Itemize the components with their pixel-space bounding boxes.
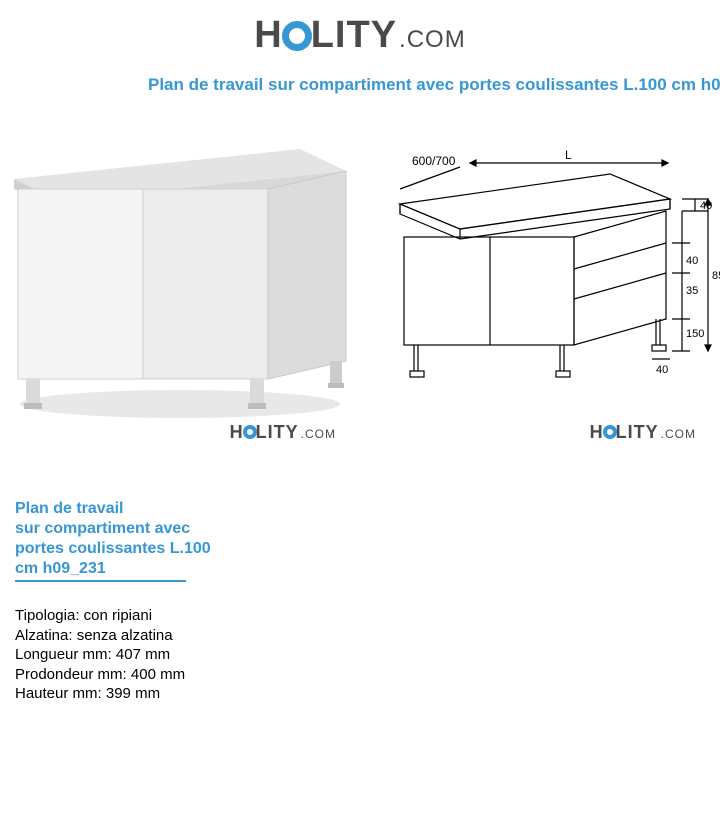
watermark-logo: H LITY .COM <box>230 422 336 443</box>
spec-profondeur: Prodondeur mm: 400 mm <box>15 665 230 685</box>
technical-drawing-svg: 600/700 L 40 850 <box>360 119 720 449</box>
watermark-logo-2: H LITY .COM <box>590 422 696 443</box>
product-title-line2: sur compartiment avec <box>15 519 230 539</box>
svg-text:600/700: 600/700 <box>412 154 456 168</box>
product-title: Plan de travail sur compartiment avec po… <box>15 499 230 582</box>
spec-tipologia: Tipologia: con ripiani <box>15 606 230 626</box>
logo-suffix: LITY <box>311 14 397 57</box>
logo-tld: .COM <box>399 26 466 54</box>
product-photo: H LITY .COM <box>0 119 360 449</box>
logo-tld-small: .COM <box>301 427 336 441</box>
product-photo-svg <box>0 119 360 449</box>
logo-ring-icon <box>282 21 312 51</box>
svg-text:40: 40 <box>686 255 698 267</box>
svg-text:850: 850 <box>712 270 720 282</box>
svg-text:40: 40 <box>656 364 668 376</box>
svg-text:35: 35 <box>686 285 698 297</box>
product-title-line4: cm h09_231 <box>15 559 186 582</box>
spec-list: Tipologia: con ripiani Alzatina: senza a… <box>15 606 230 704</box>
product-title-line3: portes coulissantes L.100 <box>15 539 230 559</box>
logo-prefix-small: H <box>230 422 244 443</box>
logo-ring-icon-small-2 <box>603 425 617 439</box>
brand-logo: H LITY .COM <box>0 0 720 57</box>
logo-text: H LITY .COM <box>254 14 465 57</box>
product-title-line1: Plan de travail <box>15 499 230 519</box>
svg-text:150: 150 <box>686 328 704 340</box>
spec-alzatina: Alzatina: senza alzatina <box>15 626 230 646</box>
spec-longueur: Longueur mm: 407 mm <box>15 645 230 665</box>
logo-ring-icon-small <box>243 425 257 439</box>
image-row: H LITY .COM <box>0 119 720 449</box>
product-details: Plan de travail sur compartiment avec po… <box>0 449 230 704</box>
logo-suffix-small: LITY <box>256 422 299 443</box>
svg-text:L: L <box>565 148 572 162</box>
page-title: Plan de travail sur compartiment avec po… <box>0 57 720 95</box>
spec-hauteur: Hauteur mm: 399 mm <box>15 684 230 704</box>
technical-drawing: 600/700 L 40 850 <box>360 119 720 449</box>
logo-prefix: H <box>254 14 282 57</box>
